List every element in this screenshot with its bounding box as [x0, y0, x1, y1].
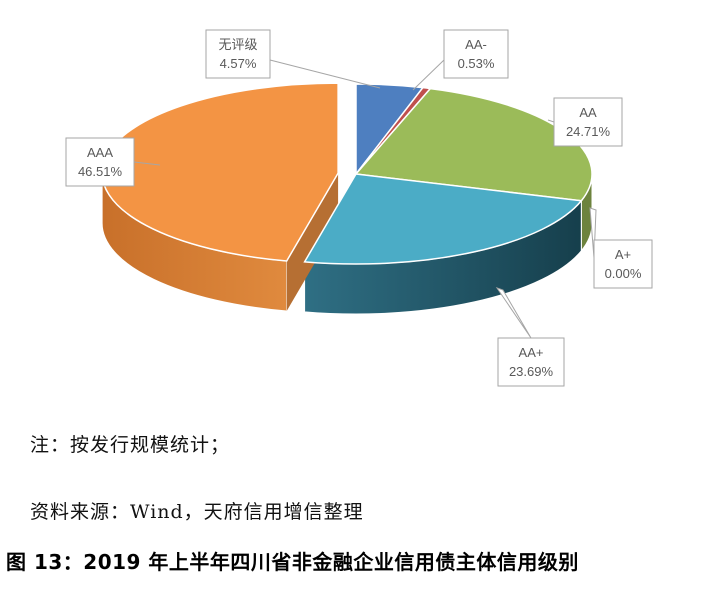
label-box — [443, 29, 509, 79]
label-value: 0.53% — [458, 56, 495, 71]
data-label-1: AA- 0.53% — [443, 29, 509, 79]
leader-line — [495, 287, 532, 339]
leader-line — [412, 59, 445, 91]
label-value: 24.71% — [566, 124, 611, 139]
label-box — [593, 239, 653, 289]
pie-cut-wall — [286, 173, 339, 311]
label-category: AAA — [87, 145, 113, 160]
label-value: 0.00% — [605, 266, 642, 281]
label-box — [553, 97, 623, 147]
label-category: A+ — [615, 247, 631, 262]
label-category: AA+ — [519, 345, 544, 360]
pie-top-faces — [101, 82, 593, 265]
pie-side-walls — [101, 173, 593, 315]
label-category: AA — [579, 105, 597, 120]
chart-source: 资料来源：Wind，天府信用增信整理 — [30, 501, 364, 523]
label-category: 无评级 — [218, 37, 257, 52]
data-label-0: 无评级 4.57% — [205, 29, 271, 79]
label-value: 4.57% — [220, 56, 257, 71]
label-box — [65, 137, 135, 187]
leader-line — [269, 59, 381, 89]
pie-slice-4 — [303, 173, 583, 265]
label-value: 46.51% — [78, 164, 123, 179]
leader-line — [547, 119, 555, 123]
label-value: 23.69% — [509, 364, 554, 379]
pie-chart: 无评级 4.57% AA- 0.53% AA 24.71% A+ 0.00% AA+ 23.69%… — [65, 29, 653, 387]
data-label-5: AAA 46.51% — [65, 137, 135, 187]
figure-caption: 图 13：2019 年上半年四川省非金融企业信用债主体信用级别 — [6, 550, 579, 574]
data-labels: 无评级 4.57% AA- 0.53% AA 24.71% A+ 0.00% AA+ 23.69%… — [65, 29, 653, 387]
label-box — [205, 29, 271, 79]
label-box — [497, 337, 565, 387]
chart-note: 注：按发行规模统计； — [30, 434, 231, 456]
data-label-3: A+ 0.00% — [593, 239, 653, 289]
data-label-2: AA 24.71% — [553, 97, 623, 147]
data-label-4: AA+ 23.69% — [497, 337, 565, 387]
label-category: AA- — [465, 37, 487, 52]
leader-line — [133, 161, 161, 166]
